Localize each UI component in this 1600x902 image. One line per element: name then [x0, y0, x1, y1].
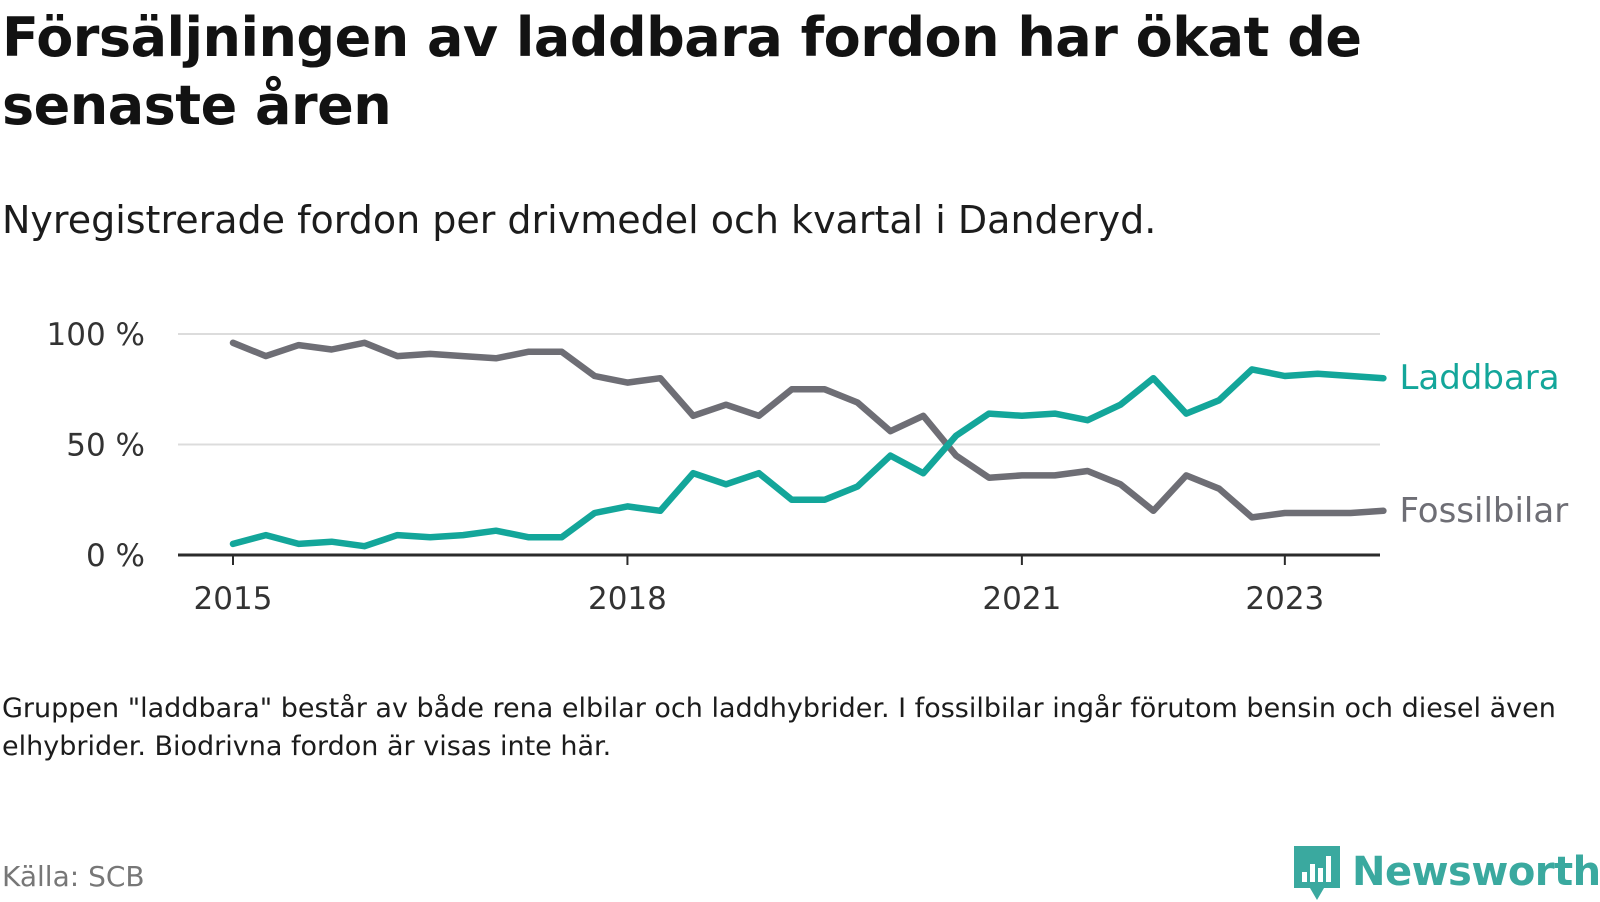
source-text: Källa: SCB: [2, 860, 145, 893]
data-point-laddbara: [856, 484, 860, 488]
chart-title: Försäljningen av laddbara fordon har öka…: [2, 6, 1362, 137]
line-chart: 0 % 50 % 100 % 2015 2018 2021 2023 Fossilbilar L…: [47, 317, 1569, 617]
data-point-laddbara: [1118, 403, 1122, 407]
x-tick-label: 2018: [588, 581, 667, 617]
data-point-laddbara: [1086, 418, 1090, 422]
data-point-fossilbilar: [428, 352, 432, 356]
data-point-fossilbilar: [362, 341, 366, 345]
data-point-laddbara: [330, 540, 334, 544]
data-point-fossilbilar: [297, 343, 301, 347]
data-point-fossilbilar: [1217, 487, 1221, 491]
data-point-laddbara: [987, 412, 991, 416]
data-point-fossilbilar: [1086, 469, 1090, 473]
data-point-laddbara: [231, 542, 235, 546]
data-point-fossilbilar: [954, 454, 958, 458]
data-point-laddbara: [494, 529, 498, 533]
data-point-laddbara: [527, 535, 531, 539]
chart-subtitle: Nyregistrerade fordon per drivmedel och …: [2, 198, 1157, 242]
series-label-laddbara: Laddbara: [1399, 358, 1559, 398]
data-point-laddbara: [1349, 374, 1353, 378]
data-point-laddbara: [1316, 372, 1320, 376]
data-point-fossilbilar: [921, 414, 925, 418]
data-point-fossilbilar: [1381, 509, 1385, 513]
data-point-laddbara: [954, 434, 958, 438]
data-point-laddbara: [1217, 398, 1221, 402]
data-point-fossilbilar: [264, 354, 268, 358]
data-point-fossilbilar: [1316, 511, 1320, 515]
label-layer: 0 % 50 % 100 % 2015 2018 2021 2023 Fossilbilar L…: [47, 317, 1569, 617]
newsworthy-logo-icon: [1294, 846, 1340, 900]
data-point-fossilbilar: [1151, 509, 1155, 513]
chart-note: Gruppen "laddbara" består av både rena e…: [2, 693, 1556, 762]
data-point-fossilbilar: [888, 429, 892, 433]
data-point-laddbara: [461, 533, 465, 537]
data-point-fossilbilar: [1184, 473, 1188, 477]
data-point-laddbara: [1151, 376, 1155, 380]
data-point-fossilbilar: [625, 381, 629, 385]
data-point-fossilbilar: [790, 387, 794, 391]
brand-logo[interactable]: Newsworthy: [1292, 842, 1600, 902]
data-point-laddbara: [658, 509, 662, 513]
data-point-laddbara: [395, 533, 399, 537]
data-point-laddbara: [790, 498, 794, 502]
data-point-fossilbilar: [724, 403, 728, 407]
data-point-laddbara: [297, 542, 301, 546]
data-point-fossilbilar: [1283, 511, 1287, 515]
data-point-laddbara: [921, 471, 925, 475]
data-point-laddbara: [1053, 412, 1057, 416]
line-layer: [229, 339, 1387, 550]
data-point-fossilbilar: [461, 354, 465, 358]
data-point-laddbara: [1283, 374, 1287, 378]
data-point-fossilbilar: [757, 414, 761, 418]
series-line-fossilbilar: [229, 339, 1387, 521]
data-point-fossilbilar: [691, 414, 695, 418]
data-point-fossilbilar: [395, 354, 399, 358]
y-tick-label: 0 %: [86, 538, 145, 574]
data-point-fossilbilar: [1118, 482, 1122, 486]
x-tick-label: 2021: [982, 581, 1061, 617]
data-point-laddbara: [1184, 412, 1188, 416]
data-point-fossilbilar: [231, 341, 235, 345]
brand-name: Newsworthy: [1352, 849, 1600, 895]
data-point-fossilbilar: [856, 401, 860, 405]
series-label-fossilbilar: Fossilbilar: [1399, 491, 1568, 531]
data-point-laddbara: [724, 482, 728, 486]
data-point-laddbara: [593, 511, 597, 515]
series-line-laddbara: [229, 366, 1387, 550]
data-point-fossilbilar: [593, 374, 597, 378]
data-point-laddbara: [560, 535, 564, 539]
data-point-laddbara: [1250, 367, 1254, 371]
data-point-fossilbilar: [1250, 515, 1254, 519]
data-point-fossilbilar: [494, 356, 498, 360]
data-point-fossilbilar: [658, 376, 662, 380]
data-point-laddbara: [428, 535, 432, 539]
data-point-laddbara: [264, 533, 268, 537]
y-tick-label: 100 %: [47, 317, 145, 353]
grid-layer: [178, 333, 1380, 565]
data-point-laddbara: [362, 544, 366, 548]
data-point-fossilbilar: [1020, 473, 1024, 477]
data-point-fossilbilar: [330, 347, 334, 351]
y-tick-label: 50 %: [66, 428, 145, 464]
x-tick-label: 2015: [194, 581, 273, 617]
x-tick-label: 2023: [1245, 581, 1324, 617]
data-point-laddbara: [691, 471, 695, 475]
data-point-fossilbilar: [560, 350, 564, 354]
data-point-fossilbilar: [987, 476, 991, 480]
data-point-fossilbilar: [1053, 473, 1057, 477]
data-point-laddbara: [888, 454, 892, 458]
data-point-laddbara: [823, 498, 827, 502]
data-point-fossilbilar: [527, 350, 531, 354]
data-point-laddbara: [757, 471, 761, 475]
data-point-fossilbilar: [823, 387, 827, 391]
data-point-laddbara: [625, 504, 629, 508]
data-point-laddbara: [1020, 414, 1024, 418]
data-point-laddbara: [1381, 376, 1385, 380]
data-point-fossilbilar: [1349, 511, 1353, 515]
